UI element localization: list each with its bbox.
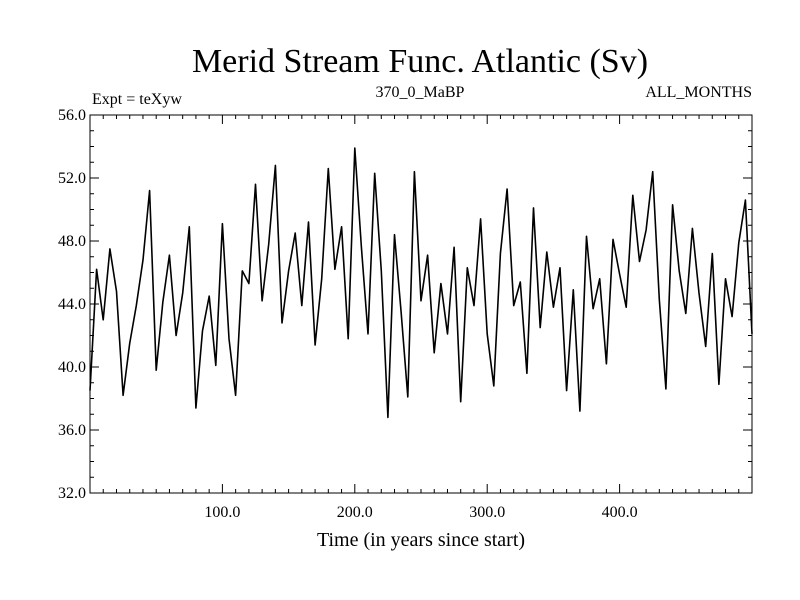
- y-tick-label: 32.0: [58, 485, 86, 502]
- x-tick-label: 200.0: [337, 504, 373, 521]
- y-tick-label: 48.0: [58, 233, 86, 250]
- series-line: [89, 147, 753, 419]
- y-tick-label: 52.0: [58, 170, 86, 187]
- y-tick-label: 44.0: [58, 296, 86, 313]
- x-tick-label: 300.0: [469, 504, 505, 521]
- y-tick-label: 40.0: [58, 359, 86, 376]
- y-tick-label: 36.0: [58, 422, 86, 439]
- y-tick-label: 56.0: [58, 107, 86, 124]
- x-tick-label: 400.0: [602, 504, 638, 521]
- plot-area: 100.0 200.0 300.0 400.0 32.0 36.0 40.0 44.0 48.0…: [58, 107, 753, 521]
- header-center-label: 370_0_MaBP: [376, 84, 465, 101]
- chart-title: Merid Stream Func. Atlantic (Sv): [192, 43, 648, 80]
- x-axis-label: Time (in years since start): [317, 529, 525, 551]
- header-right-label: ALL_MONTHS: [645, 84, 752, 101]
- x-tick-label: 100.0: [204, 504, 240, 521]
- header-left-label: Expt = teXyw: [92, 91, 182, 108]
